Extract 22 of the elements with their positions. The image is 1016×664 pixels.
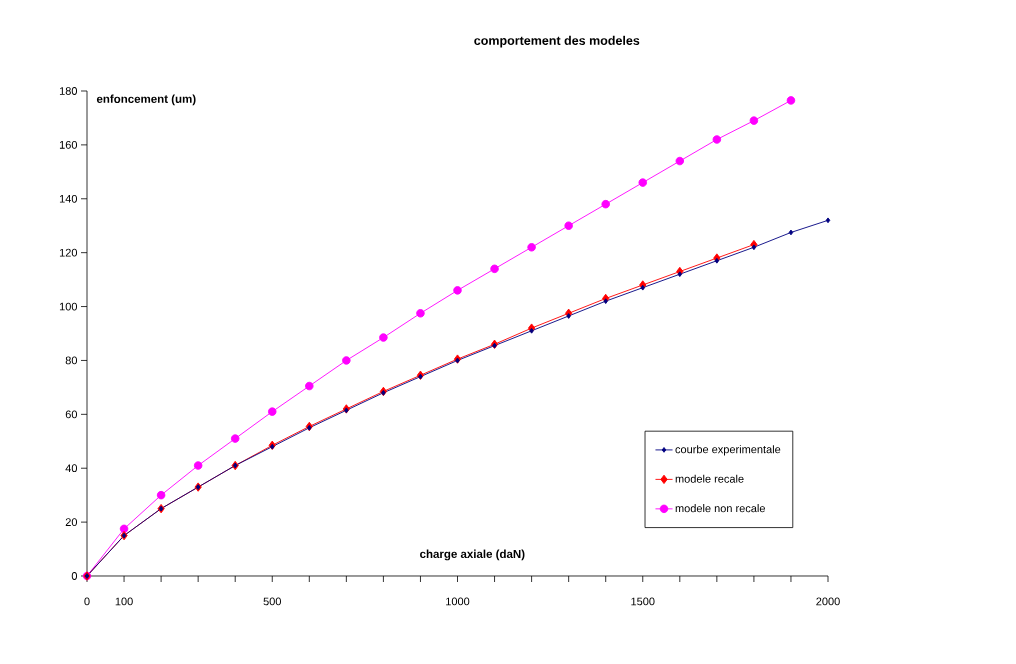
y-tick-label: 140 <box>59 194 78 203</box>
y-tick-label: 0 <box>71 572 78 580</box>
y-tick-label: 40 <box>65 464 78 473</box>
y-axis-title: enfoncement (um) <box>96 94 196 106</box>
x-tick-label: 1500 <box>631 597 655 606</box>
y-tick-label: 80 <box>65 356 78 365</box>
y-tick-label: 120 <box>59 248 78 257</box>
y-tick-label: 100 <box>59 302 78 311</box>
y-tick-label: 60 <box>65 410 78 419</box>
legend-label: courbe experimentale <box>675 445 781 456</box>
x-tick-label: 2000 <box>816 597 840 606</box>
y-tick-label: 20 <box>65 518 78 527</box>
chart-title: comportement des modeles <box>474 35 640 48</box>
legend-label: modele non recale <box>675 504 765 513</box>
x-tick-label: 1000 <box>446 597 470 606</box>
x-tick-label: 0 <box>84 597 90 606</box>
x-tick-label: 100 <box>115 597 133 606</box>
x-tick-label: 500 <box>263 597 281 606</box>
y-tick-label: 180 <box>59 87 78 95</box>
legend-label: modele recale <box>675 474 744 483</box>
x-axis-title: charge axiale (daN) <box>420 549 525 561</box>
y-tick-label: 160 <box>59 141 78 149</box>
